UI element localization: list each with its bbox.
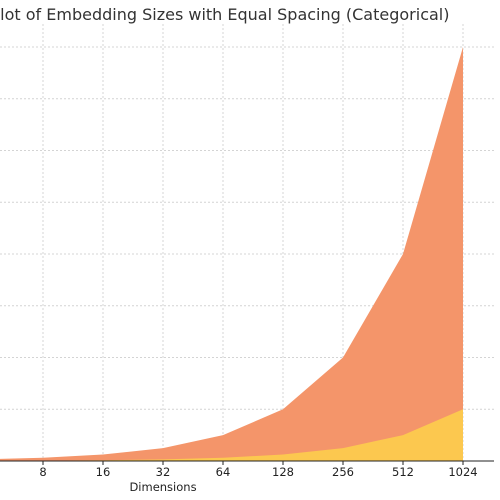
x-tick-label: 32	[156, 465, 171, 479]
series-area-1	[0, 47, 463, 461]
x-tick-label: 128	[272, 465, 294, 479]
series-areas	[0, 47, 463, 461]
x-tick-label: 256	[332, 465, 354, 479]
x-tick-label: 1024	[448, 465, 477, 479]
x-tick-label: 16	[96, 465, 111, 479]
x-axis-label: Dimensions	[129, 480, 196, 494]
chart-title: Plot of Embedding Sizes with Equal Spaci…	[0, 5, 449, 24]
axes	[0, 460, 494, 465]
x-tick-label: 512	[392, 465, 414, 479]
x-tick-label: 8	[39, 465, 46, 479]
x-tick-label: 64	[216, 465, 231, 479]
x-tick-labels: 8 16 32 64 128 256 512 1024	[39, 465, 477, 479]
series-area-2	[0, 409, 463, 461]
